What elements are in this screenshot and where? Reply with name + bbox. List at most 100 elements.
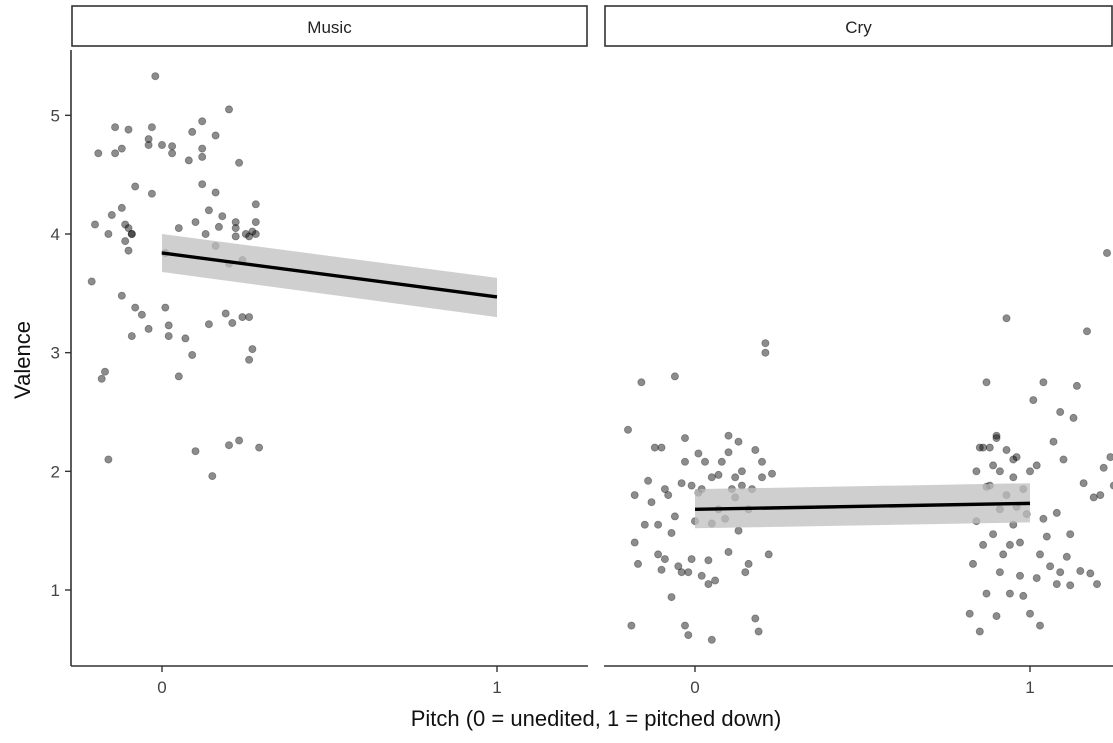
data-point <box>992 612 1001 621</box>
data-point <box>657 565 666 574</box>
data-point <box>1076 567 1085 576</box>
data-point <box>694 449 703 458</box>
data-point <box>624 425 633 434</box>
data-point <box>144 140 153 149</box>
data-point <box>1109 481 1113 490</box>
data-point <box>1019 591 1028 600</box>
x-tick-label: 0 <box>690 678 699 697</box>
data-point <box>1039 378 1048 387</box>
data-point <box>201 229 210 238</box>
data-point <box>151 72 160 81</box>
data-point <box>248 227 257 236</box>
data-point <box>758 457 767 466</box>
data-point <box>1026 467 1035 476</box>
data-point <box>1016 538 1025 547</box>
data-point <box>238 313 247 322</box>
data-point <box>174 372 183 381</box>
data-point <box>255 443 264 452</box>
data-point <box>758 473 767 482</box>
y-tick-label: 1 <box>51 581 60 600</box>
data-point <box>1052 508 1061 517</box>
data-point <box>697 571 706 580</box>
data-point <box>144 324 153 333</box>
data-point <box>1036 550 1045 559</box>
data-point <box>670 372 679 381</box>
data-point <box>999 550 1008 559</box>
data-point <box>117 203 126 212</box>
data-point <box>707 635 716 644</box>
y-tick-label: 5 <box>51 106 60 125</box>
data-point <box>644 476 653 485</box>
data-point <box>251 200 260 209</box>
data-point <box>188 127 197 136</box>
data-point <box>972 467 981 476</box>
data-point <box>1046 562 1055 571</box>
data-point <box>979 540 988 549</box>
data-point <box>127 229 136 238</box>
data-point <box>147 189 156 198</box>
data-point <box>768 469 777 478</box>
regression-line <box>694 501 1031 512</box>
data-point <box>1103 248 1112 257</box>
data-point <box>640 520 649 529</box>
data-point <box>211 188 220 197</box>
data-point <box>235 158 244 167</box>
data-point <box>1049 437 1058 446</box>
data-point <box>124 125 133 134</box>
data-point <box>231 224 240 233</box>
data-point <box>91 220 100 229</box>
data-point <box>1009 455 1018 464</box>
data-point <box>231 232 240 241</box>
data-point <box>211 131 220 140</box>
x-axis-label: Pitch (0 = unedited, 1 = pitched down) <box>411 706 782 731</box>
facet-strip-label: Cry <box>845 18 872 37</box>
data-point <box>1026 609 1035 618</box>
data-point <box>654 520 663 529</box>
y-tick-label: 3 <box>51 344 60 363</box>
data-point <box>204 206 213 215</box>
data-point <box>117 144 126 153</box>
data-point <box>188 350 197 359</box>
data-point <box>989 530 998 539</box>
data-point <box>1066 530 1075 539</box>
data-point <box>1039 514 1048 523</box>
data-point <box>198 144 207 153</box>
panel-cry: Cry 0 1 <box>604 5 1113 697</box>
data-point <box>1016 571 1025 580</box>
data-point <box>1106 453 1113 462</box>
data-point <box>1093 580 1102 589</box>
data-point <box>107 210 116 219</box>
data-point <box>121 237 130 246</box>
data-point <box>101 367 110 376</box>
data-point <box>131 303 140 312</box>
data-point <box>174 224 183 233</box>
data-point <box>224 105 233 114</box>
data-point <box>724 548 733 557</box>
data-point <box>221 309 230 318</box>
data-point <box>191 218 200 227</box>
data-point <box>714 470 723 479</box>
data-point <box>1036 621 1045 630</box>
facet-strip <box>604 5 1113 47</box>
data-point <box>657 443 666 452</box>
data-point <box>681 457 690 466</box>
data-point <box>157 140 166 149</box>
data-point <box>761 348 770 357</box>
data-point <box>684 631 693 640</box>
data-point <box>734 526 743 535</box>
data-point <box>650 443 659 452</box>
data-point <box>982 378 991 387</box>
data-point <box>975 443 984 452</box>
data-point <box>245 313 254 322</box>
data-point <box>87 277 96 286</box>
data-point <box>627 621 636 630</box>
data-point <box>667 529 676 538</box>
facet-strip-label: Music <box>307 18 352 37</box>
data-point <box>687 481 696 490</box>
data-point <box>1083 327 1092 336</box>
data-point <box>989 461 998 470</box>
data-point <box>647 498 656 507</box>
data-point <box>630 491 639 500</box>
data-point <box>1002 314 1011 323</box>
